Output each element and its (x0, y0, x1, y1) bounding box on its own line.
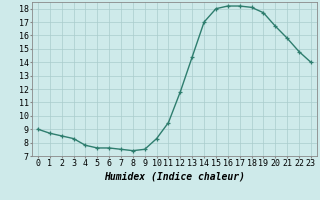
X-axis label: Humidex (Indice chaleur): Humidex (Indice chaleur) (104, 171, 245, 181)
